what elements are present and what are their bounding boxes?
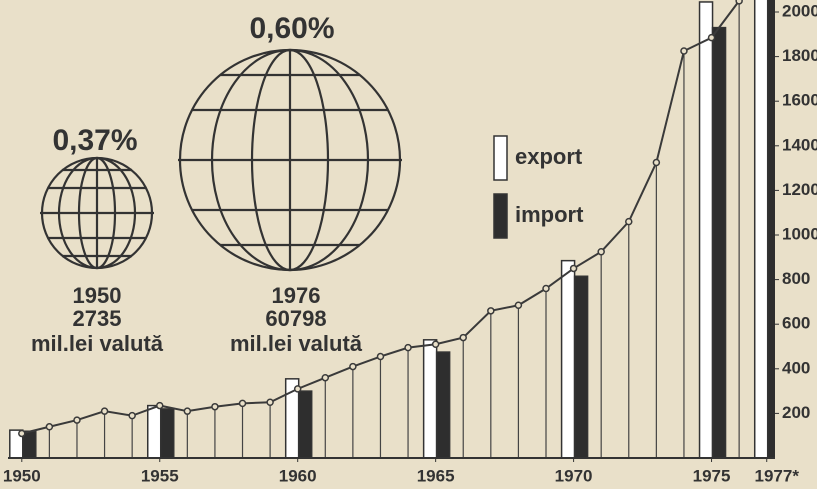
y-tick-label: 1000 bbox=[782, 224, 817, 243]
x-tick-label: 1960 bbox=[279, 466, 317, 485]
point bbox=[102, 408, 108, 414]
chart: 0,37% 1950 2735 mil.lei valută 0,60% 197… bbox=[0, 0, 817, 489]
point bbox=[184, 408, 190, 414]
annotation: mil.lei valută bbox=[230, 331, 363, 356]
annotation: 0,37% bbox=[52, 124, 137, 157]
point bbox=[681, 48, 687, 54]
y-tick-label: 1800 bbox=[782, 46, 817, 65]
point bbox=[377, 354, 383, 360]
annotation: 1976 bbox=[272, 283, 321, 308]
bar bbox=[700, 2, 713, 458]
y-tick-label: 1400 bbox=[782, 135, 817, 154]
bar bbox=[562, 261, 575, 458]
y-tick-label: 1600 bbox=[782, 91, 817, 110]
legend-label: import bbox=[515, 202, 584, 227]
y-tick-label: 800 bbox=[782, 269, 810, 288]
annotation: 0,60% bbox=[249, 12, 334, 45]
y-tick-label: 200 bbox=[782, 403, 810, 422]
globe-1976 bbox=[178, 50, 402, 270]
x-tick-label: 1950 bbox=[3, 466, 41, 485]
point bbox=[709, 35, 715, 41]
bar bbox=[161, 409, 174, 458]
point bbox=[240, 400, 246, 406]
point bbox=[488, 308, 494, 314]
bar bbox=[575, 276, 588, 458]
bar bbox=[299, 391, 312, 458]
point bbox=[129, 413, 135, 419]
point bbox=[736, 0, 742, 4]
x-tick-label: 1955 bbox=[141, 466, 179, 485]
y-tick-label: 2000 bbox=[782, 1, 817, 20]
bar bbox=[148, 406, 161, 458]
point bbox=[626, 219, 632, 225]
point bbox=[543, 286, 549, 292]
point bbox=[598, 249, 604, 255]
point bbox=[157, 403, 163, 409]
bar bbox=[768, 0, 781, 458]
point bbox=[350, 364, 356, 370]
point bbox=[460, 335, 466, 341]
x-tick-label: 1975 bbox=[693, 466, 731, 485]
globe-1950 bbox=[40, 158, 154, 268]
point bbox=[267, 399, 273, 405]
point bbox=[212, 404, 218, 410]
annotation: mil.lei valută bbox=[31, 331, 164, 356]
point bbox=[19, 430, 25, 436]
point bbox=[433, 341, 439, 347]
point bbox=[74, 417, 80, 423]
bar bbox=[424, 340, 437, 458]
bar bbox=[437, 352, 450, 458]
legend-swatch bbox=[494, 136, 507, 180]
x-tick-label: 1965 bbox=[417, 466, 455, 485]
x-tick-label: 1970 bbox=[555, 466, 593, 485]
legend-swatch bbox=[494, 194, 507, 238]
y-tick-label: 400 bbox=[782, 358, 810, 377]
point bbox=[405, 345, 411, 351]
annotation: 1950 bbox=[73, 283, 122, 308]
x-tick-label: 1977* bbox=[755, 466, 800, 485]
point bbox=[295, 386, 301, 392]
point bbox=[653, 160, 659, 166]
point bbox=[46, 424, 52, 430]
point bbox=[571, 265, 577, 271]
plot bbox=[10, 0, 781, 458]
y-tick-label: 600 bbox=[782, 314, 810, 333]
annotation: 2735 bbox=[73, 306, 122, 331]
annotation: 60798 bbox=[265, 306, 326, 331]
point bbox=[515, 302, 521, 308]
bar bbox=[755, 0, 768, 458]
legend-label: export bbox=[515, 144, 583, 169]
point bbox=[322, 375, 328, 381]
y-tick-label: 1200 bbox=[782, 180, 817, 199]
bar bbox=[713, 28, 726, 458]
